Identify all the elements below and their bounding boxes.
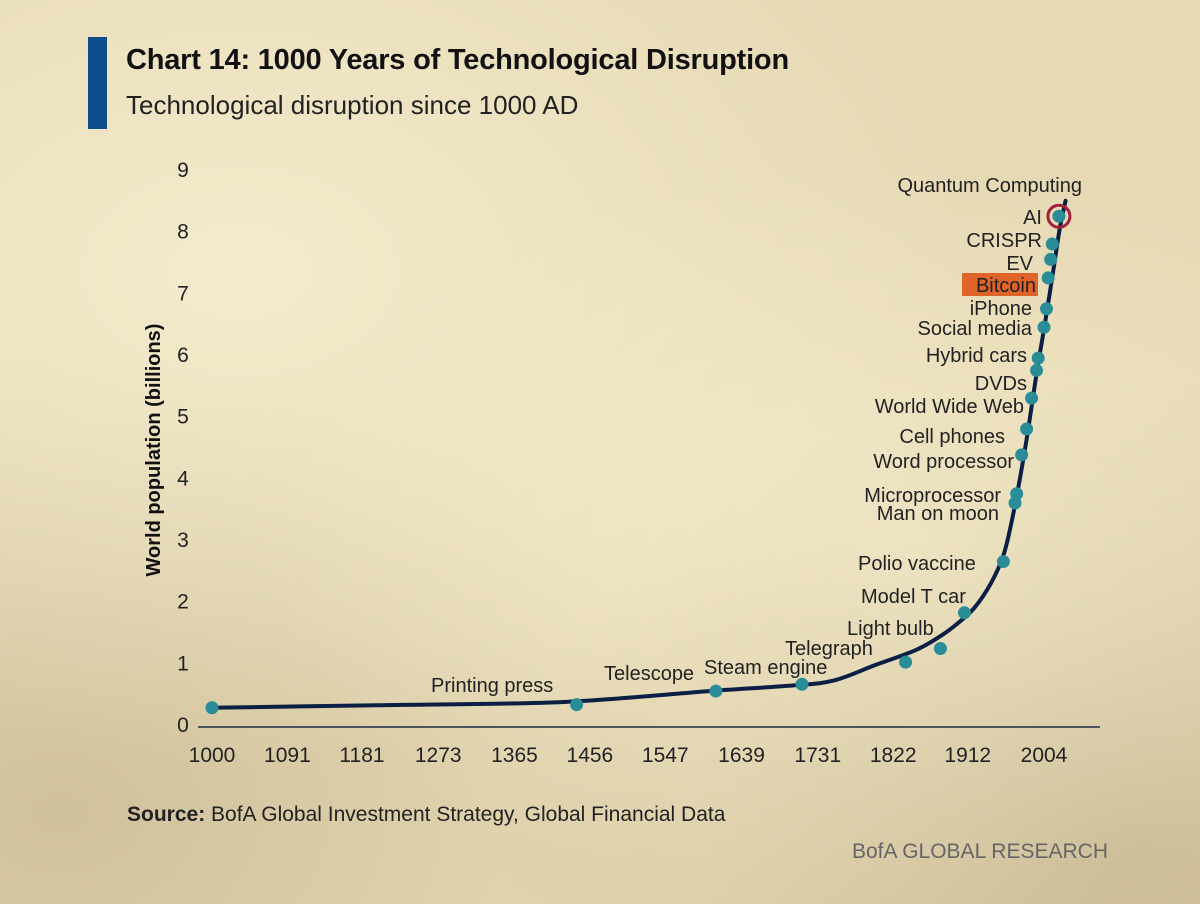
event-label: Social media [917, 318, 1032, 340]
event-label: Telegraph [785, 638, 873, 660]
event-marker [1045, 237, 1059, 251]
event-label: Word processor [873, 451, 1014, 473]
source-note: Source: BofA Global Investment Strategy,… [127, 803, 725, 827]
x-tick-label: 1912 [944, 744, 991, 767]
event-marker [1039, 302, 1053, 316]
event-label: AI [1023, 207, 1042, 229]
event-marker [795, 677, 809, 691]
event-marker [996, 555, 1010, 569]
event-marker [1030, 363, 1044, 377]
event-marker [1044, 252, 1058, 266]
event-label: Quantum Computing [897, 175, 1082, 197]
quantum-computing-circle [1046, 203, 1072, 229]
event-label: Steam engine [704, 657, 827, 679]
event-marker [1025, 391, 1039, 405]
y-tick-label: 4 [177, 467, 189, 490]
event-label: Light bulb [847, 618, 934, 640]
y-axis-label: World population (billions) [143, 324, 165, 577]
y-tick-label: 9 [177, 159, 189, 182]
event-marker [1052, 209, 1066, 223]
event-label: World Wide Web [875, 396, 1024, 418]
event-label: Model T car [861, 586, 966, 608]
event-marker [1010, 487, 1024, 501]
event-marker [1031, 351, 1045, 365]
event-marker [899, 655, 913, 669]
y-tick-label: 3 [177, 529, 189, 552]
x-tick-label: 1547 [642, 744, 689, 767]
event-label: EV [1006, 253, 1033, 275]
x-tick-label: 1639 [718, 744, 765, 767]
x-tick-label: 1091 [264, 744, 311, 767]
y-tick-label: 1 [177, 652, 189, 675]
event-label: DVDs [975, 373, 1027, 395]
chart-title: Chart 14: 1000 Years of Technological Di… [126, 44, 789, 76]
source-text: BofA Global Investment Strategy, Global … [211, 803, 726, 826]
series-start-marker [205, 701, 219, 715]
event-label: Microprocessor [864, 485, 1001, 507]
event-label: Bitcoin [976, 275, 1036, 297]
event-marker [933, 642, 947, 656]
event-marker [1020, 422, 1034, 436]
event-label: Polio vaccine [858, 553, 976, 575]
event-label: Printing press [431, 675, 553, 697]
x-tick-label: 1822 [870, 744, 917, 767]
event-label: Cell phones [899, 426, 1005, 448]
source-label: Source: [127, 803, 206, 826]
event-marker [957, 606, 971, 620]
event-label: Man on moon [877, 503, 999, 525]
y-tick-label: 8 [177, 221, 189, 244]
x-tick-label: 1456 [567, 744, 614, 767]
event-marker [1037, 320, 1051, 334]
event-label: Telescope [604, 663, 694, 685]
event-label: iPhone [970, 298, 1032, 320]
title-accent-bar [88, 37, 107, 129]
chart-subtitle: Technological disruption since 1000 AD [126, 90, 579, 120]
y-tick-label: 5 [177, 406, 189, 429]
x-tick-label: 1731 [794, 744, 841, 767]
x-tick-label: 1181 [339, 744, 384, 767]
event-label: Hybrid cars [926, 345, 1027, 367]
bitcoin-highlight [962, 273, 1038, 296]
x-tick-label: 1000 [189, 744, 236, 767]
y-tick-label: 2 [177, 591, 189, 614]
y-tick-label: 0 [177, 714, 189, 737]
y-tick-label: 6 [177, 344, 189, 367]
y-tick-label: 7 [177, 282, 189, 305]
x-tick-label: 1273 [415, 744, 462, 767]
event-marker [570, 698, 584, 712]
x-tick-label: 2004 [1021, 744, 1068, 767]
event-marker [1015, 448, 1029, 462]
event-label: CRISPR [966, 230, 1042, 252]
brand-mark: BofA GLOBAL RESEARCH [852, 840, 1108, 863]
event-marker [709, 684, 723, 698]
event-marker [1041, 271, 1055, 285]
x-tick-label: 1365 [491, 744, 538, 767]
